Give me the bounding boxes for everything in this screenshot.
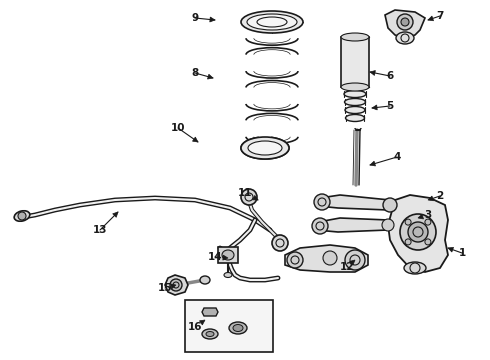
Bar xyxy=(185,300,273,352)
Text: 9: 9 xyxy=(192,13,198,23)
Polygon shape xyxy=(285,245,368,272)
Ellipse shape xyxy=(344,99,366,105)
Ellipse shape xyxy=(202,329,218,339)
Ellipse shape xyxy=(345,107,365,113)
Polygon shape xyxy=(428,16,434,21)
Ellipse shape xyxy=(345,114,365,122)
Ellipse shape xyxy=(344,90,366,98)
Ellipse shape xyxy=(241,137,289,159)
Circle shape xyxy=(241,189,257,205)
Ellipse shape xyxy=(224,273,232,278)
Polygon shape xyxy=(207,74,213,79)
Text: 8: 8 xyxy=(192,68,198,78)
Circle shape xyxy=(18,212,26,220)
Ellipse shape xyxy=(404,262,426,274)
Circle shape xyxy=(425,219,431,225)
Polygon shape xyxy=(428,196,434,201)
Ellipse shape xyxy=(222,250,234,260)
Polygon shape xyxy=(199,320,205,325)
Circle shape xyxy=(400,214,436,250)
Text: 2: 2 xyxy=(437,191,443,201)
Text: 7: 7 xyxy=(436,11,443,21)
Polygon shape xyxy=(349,260,355,265)
Polygon shape xyxy=(448,247,454,252)
Circle shape xyxy=(383,198,397,212)
Ellipse shape xyxy=(247,14,297,30)
Circle shape xyxy=(425,239,431,245)
Polygon shape xyxy=(210,17,215,22)
Ellipse shape xyxy=(396,32,414,44)
Ellipse shape xyxy=(14,211,30,221)
Polygon shape xyxy=(372,105,377,110)
Text: 13: 13 xyxy=(93,225,107,235)
Circle shape xyxy=(170,279,182,291)
Circle shape xyxy=(405,239,411,245)
Text: 1: 1 xyxy=(458,248,466,258)
Bar xyxy=(341,37,369,87)
Polygon shape xyxy=(202,308,218,316)
Text: 4: 4 xyxy=(393,152,401,162)
Circle shape xyxy=(382,219,394,231)
Text: 14: 14 xyxy=(208,252,222,262)
Circle shape xyxy=(401,18,409,26)
Text: 3: 3 xyxy=(424,210,432,220)
Text: 10: 10 xyxy=(171,123,185,133)
Circle shape xyxy=(323,251,337,265)
Ellipse shape xyxy=(200,276,210,284)
Ellipse shape xyxy=(241,11,303,33)
Bar xyxy=(218,247,238,263)
Ellipse shape xyxy=(206,332,214,337)
Ellipse shape xyxy=(248,141,282,155)
Polygon shape xyxy=(113,212,118,217)
Circle shape xyxy=(312,218,328,234)
Polygon shape xyxy=(316,218,388,232)
Circle shape xyxy=(408,222,428,242)
Ellipse shape xyxy=(341,83,369,91)
Polygon shape xyxy=(388,195,448,272)
Polygon shape xyxy=(171,284,176,289)
Polygon shape xyxy=(165,275,188,295)
Polygon shape xyxy=(385,10,425,38)
Polygon shape xyxy=(370,161,375,166)
Polygon shape xyxy=(418,214,423,219)
Polygon shape xyxy=(318,195,390,210)
Circle shape xyxy=(405,219,411,225)
Text: 15: 15 xyxy=(158,283,172,293)
Polygon shape xyxy=(223,255,228,260)
Ellipse shape xyxy=(229,322,247,334)
Text: 5: 5 xyxy=(387,101,393,111)
Text: 12: 12 xyxy=(340,262,354,272)
Circle shape xyxy=(345,250,365,270)
Circle shape xyxy=(314,194,330,210)
Polygon shape xyxy=(252,195,258,200)
Ellipse shape xyxy=(233,324,243,332)
Ellipse shape xyxy=(341,33,369,41)
Text: 16: 16 xyxy=(188,322,202,332)
Polygon shape xyxy=(370,71,375,76)
Circle shape xyxy=(397,14,413,30)
Circle shape xyxy=(287,252,303,268)
Polygon shape xyxy=(193,137,198,142)
Text: 6: 6 xyxy=(387,71,393,81)
Text: 11: 11 xyxy=(238,188,252,198)
Circle shape xyxy=(272,235,288,251)
